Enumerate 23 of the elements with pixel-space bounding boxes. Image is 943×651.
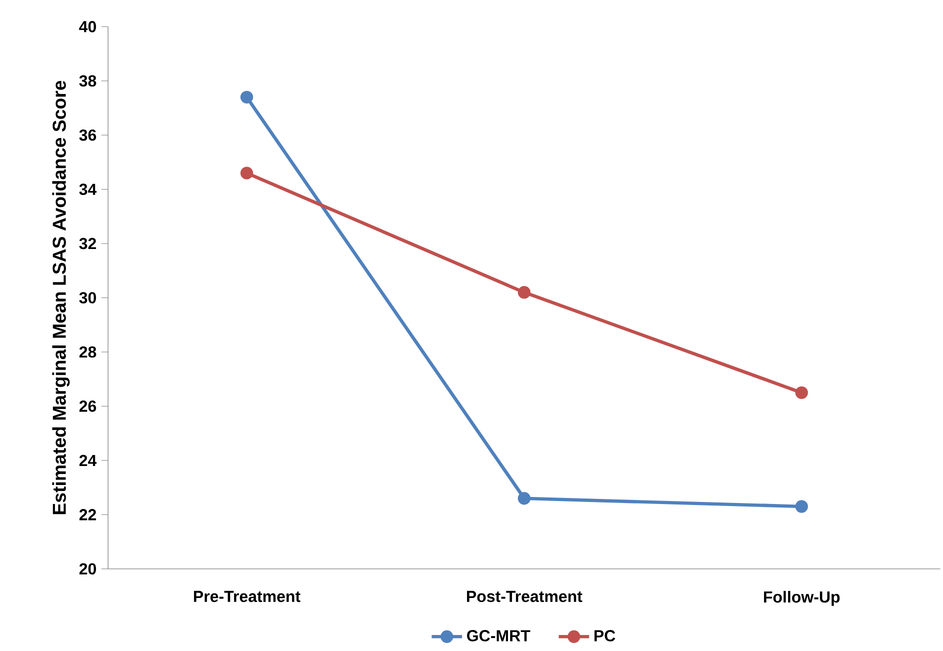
y-tick-label: 40 xyxy=(79,21,96,32)
point xyxy=(518,492,531,505)
x-tick-label: Post-Treatment xyxy=(467,590,582,602)
x-tick-label: Follow-Up xyxy=(764,590,840,606)
y-tick-label: 26 xyxy=(79,400,96,412)
y-tick-label: 32 xyxy=(79,238,96,250)
y-tick-label: 36 xyxy=(79,129,96,141)
point xyxy=(240,90,254,104)
y-tick-label: 24 xyxy=(79,454,97,466)
y-tick-label: 22 xyxy=(79,509,96,520)
point xyxy=(518,286,531,299)
point xyxy=(795,386,808,400)
y-tick-label: 34 xyxy=(79,184,97,196)
x-tick-label: Pre-Treatment xyxy=(194,590,300,602)
y-axis-title: Estimated Marginal Mean LSAS Avoidance Score xyxy=(52,80,70,514)
point xyxy=(795,500,808,513)
y-tick-label: 20 xyxy=(79,563,96,575)
legend-label: GC-MRT xyxy=(467,630,530,642)
legend-label: PC xyxy=(594,630,616,642)
y-tick-label: 28 xyxy=(79,346,96,358)
point xyxy=(240,166,254,180)
y-tick-label: 38 xyxy=(79,75,96,87)
y-tick-label: 30 xyxy=(79,292,96,304)
